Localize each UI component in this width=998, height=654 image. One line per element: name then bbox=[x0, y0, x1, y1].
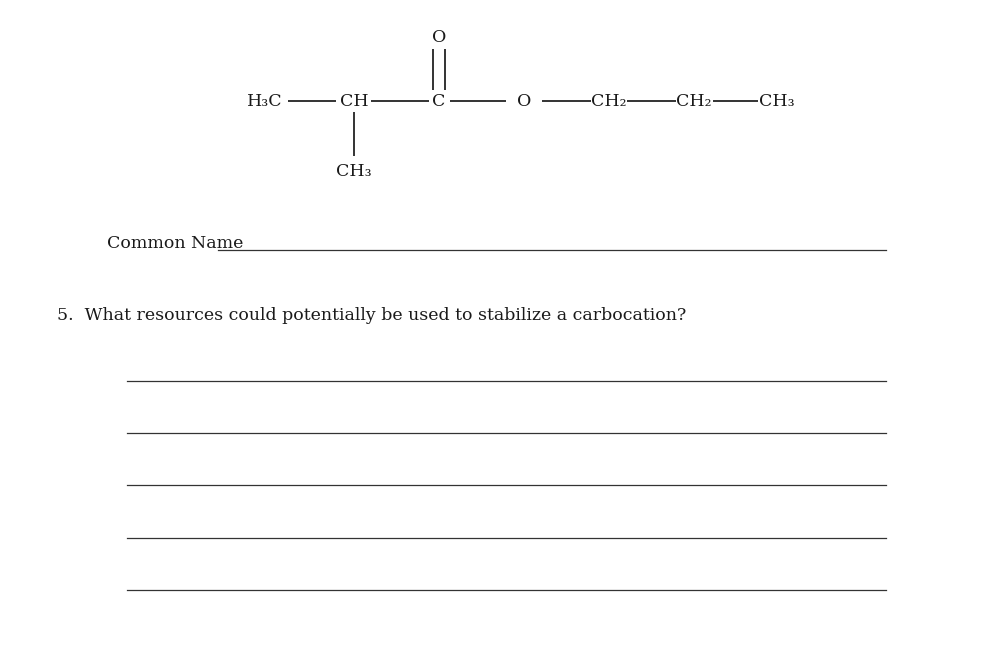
Text: CH₂: CH₂ bbox=[591, 93, 627, 110]
Text: O: O bbox=[517, 93, 531, 110]
Text: CH₃: CH₃ bbox=[758, 93, 794, 110]
Text: CH: CH bbox=[340, 93, 368, 110]
Text: O: O bbox=[432, 29, 446, 46]
Text: H₃C: H₃C bbox=[247, 93, 282, 110]
Text: C: C bbox=[432, 93, 446, 110]
Text: CH₂: CH₂ bbox=[676, 93, 712, 110]
Text: CH₃: CH₃ bbox=[336, 163, 372, 180]
Text: Common Name: Common Name bbox=[107, 235, 244, 252]
Text: 5.  What resources could potentially be used to stabilize a carbocation?: 5. What resources could potentially be u… bbox=[57, 307, 687, 324]
